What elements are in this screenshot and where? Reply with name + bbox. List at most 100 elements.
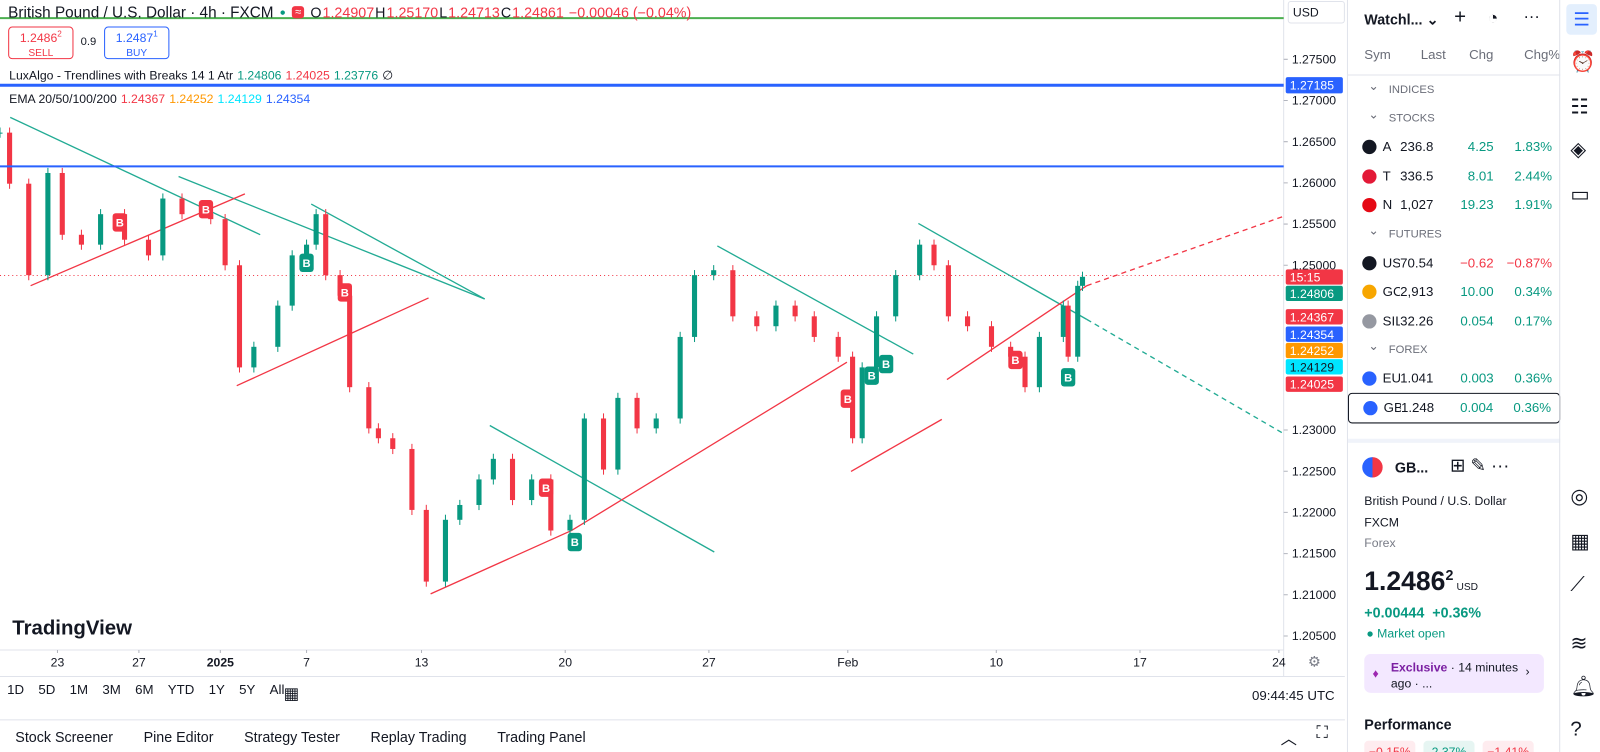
candle <box>390 438 396 449</box>
status-icon: ≈ <box>291 6 305 19</box>
range-button[interactable]: 1M <box>69 681 89 697</box>
hotlist-tool[interactable]: ☷ <box>1570 95 1589 119</box>
watchlist-tool[interactable]: ☰ <box>1566 4 1597 35</box>
candle <box>366 387 372 429</box>
detail-symbol: GB... <box>1394 459 1429 476</box>
candle <box>917 244 923 276</box>
alert-icon[interactable]: ◔ <box>1487 8 1499 28</box>
range-button[interactable]: 6M <box>135 681 154 697</box>
candle <box>98 214 104 245</box>
symbol: GC <box>1382 283 1401 299</box>
change: 10.00 <box>1460 283 1494 299</box>
price-label-bg <box>1285 285 1343 302</box>
notify-tool[interactable]: 🔔︎ <box>1570 675 1597 698</box>
sell-label: SELL <box>28 47 54 60</box>
currency-box[interactable]: USD <box>1287 1 1345 24</box>
candle <box>859 367 865 439</box>
watchlist-row[interactable]: SIL32.26 0.054 0.17% <box>1348 307 1560 336</box>
candle <box>457 504 463 520</box>
performance-chip: −0.15% <box>1364 740 1416 752</box>
right-panel: Watchl... ⌄ + ◔ ··· Sym Last Chg Chg% INDIC… <box>1346 0 1561 752</box>
bottom-tab[interactable]: Strategy Tester <box>244 728 340 745</box>
symbol-icon <box>1363 400 1378 415</box>
x-tick-label: 27 <box>132 655 146 669</box>
candle <box>754 316 760 327</box>
range-button[interactable]: 1D <box>7 681 25 697</box>
candle <box>509 458 516 501</box>
watchlist-section[interactable]: FUTURES <box>1348 216 1560 249</box>
candle <box>1065 305 1071 357</box>
watchlist-row[interactable]: N 1,027 19.23 1.91% <box>1348 191 1560 220</box>
x-tick-label: 10 <box>989 655 1003 669</box>
trendline <box>430 361 848 595</box>
candle <box>529 479 535 501</box>
chat-tool[interactable]: ▭ <box>1570 183 1590 207</box>
candle <box>931 244 937 266</box>
calendar-tool[interactable]: ▦ <box>1570 530 1590 554</box>
range-button[interactable]: All <box>269 681 285 697</box>
buy-button[interactable]: 1.24871 BUY <box>104 26 170 60</box>
range-button[interactable]: YTD <box>167 681 195 697</box>
add-icon[interactable]: + <box>1454 6 1467 29</box>
watchlist-section[interactable]: FOREX <box>1348 332 1560 365</box>
range-button[interactable]: 1Y <box>208 681 225 697</box>
signal-bg <box>840 389 855 408</box>
maximize-icon[interactable]: ⛶ <box>1316 724 1328 742</box>
range-button[interactable]: 5Y <box>239 681 256 697</box>
collapse-icon[interactable]: ︿ <box>1280 730 1297 748</box>
layout-icon[interactable]: ⊞ ✎ ··· <box>1450 455 1510 476</box>
price-label: 15:15 <box>1290 271 1321 285</box>
symbol: EU <box>1382 370 1401 386</box>
watchlist-row[interactable]: US 70.54 −0.62 −0.87% <box>1348 248 1560 277</box>
help-tool[interactable]: ? <box>1570 718 1582 741</box>
watchlist-title[interactable]: Watchl... ⌄ <box>1364 11 1439 28</box>
price-label-bg <box>1285 309 1343 325</box>
watchlist-row[interactable]: A 236.8 4.25 1.83% <box>1348 133 1560 162</box>
signal-bg <box>567 532 582 552</box>
indicator-value: 1.24354 <box>265 91 311 107</box>
date-range-icon[interactable]: ▦ <box>283 685 300 704</box>
price-label: 1.24367 <box>1290 310 1334 324</box>
bottom-tab[interactable]: Replay Trading <box>370 728 467 745</box>
detail-kind: Forex <box>1364 535 1396 550</box>
news-card[interactable]: Exclusive · 14 minutes ago · ... ♦ › <box>1364 654 1544 693</box>
range-button[interactable]: 5D <box>38 681 56 697</box>
candle <box>313 214 319 245</box>
bottom-tab[interactable]: Pine Editor <box>143 728 214 745</box>
bottom-tab[interactable]: Stock Screener <box>15 728 113 745</box>
signal-bg <box>864 366 879 385</box>
settings-icon[interactable]: ⚙ <box>1308 654 1321 670</box>
stream-tool[interactable]: ≋ <box>1570 632 1588 656</box>
change-pct: 0.34% <box>1514 283 1553 299</box>
flag-icon <box>1362 457 1383 478</box>
indicator-name: EMA 20/50/100/200 <box>9 91 117 107</box>
watchlist-row[interactable]: GB 1.248 0.004 0.36% <box>1347 392 1561 424</box>
layers-tool[interactable]: ◈ <box>1570 138 1587 162</box>
signal-label: B <box>1064 372 1072 384</box>
watchlist-row[interactable]: GC2,913 10.00 0.34% <box>1348 278 1560 307</box>
signal-label: B <box>1011 355 1019 367</box>
symbol-title[interactable]: British Pound / U.S. Dollar · 4h · FXCM <box>8 3 274 21</box>
range-button[interactable]: 3M <box>102 681 121 697</box>
watchlist-section[interactable]: INDICES <box>1348 71 1560 105</box>
candle <box>600 418 607 470</box>
change-pct: 1.91% <box>1514 196 1553 213</box>
watchlist-row[interactable]: T 336.5 8.01 2.44% <box>1348 162 1560 191</box>
candle <box>873 316 880 368</box>
symbol: SIL <box>1382 312 1401 329</box>
alerts-tool[interactable]: ⏰ <box>1570 51 1596 74</box>
details: GB... ⊞ ✎ ··· British Pound / U.S. Dolla… <box>1347 438 1561 752</box>
watchlist-section[interactable]: STOCKS <box>1348 100 1560 133</box>
bottom-tab[interactable]: Trading Panel <box>497 728 586 745</box>
ohlc: O1.24907H1.25170L1.24713C1.24861 −0.00046… <box>310 4 692 20</box>
watchlist-row[interactable]: EU 1.041 0.003 0.36% <box>1348 364 1560 393</box>
sell-button[interactable]: 1.24862 SELL <box>8 26 74 60</box>
target-tool[interactable]: ◎ <box>1570 485 1589 509</box>
candle <box>581 418 587 520</box>
candle <box>988 326 995 347</box>
detail-name[interactable]: British Pound / U.S. Dollar <box>1364 493 1507 509</box>
more-icon[interactable]: ··· <box>1523 8 1540 26</box>
candle <box>945 265 951 317</box>
x-tick-label: 23 <box>51 655 65 669</box>
chart-tool[interactable]: ⟋ <box>1570 573 1585 596</box>
